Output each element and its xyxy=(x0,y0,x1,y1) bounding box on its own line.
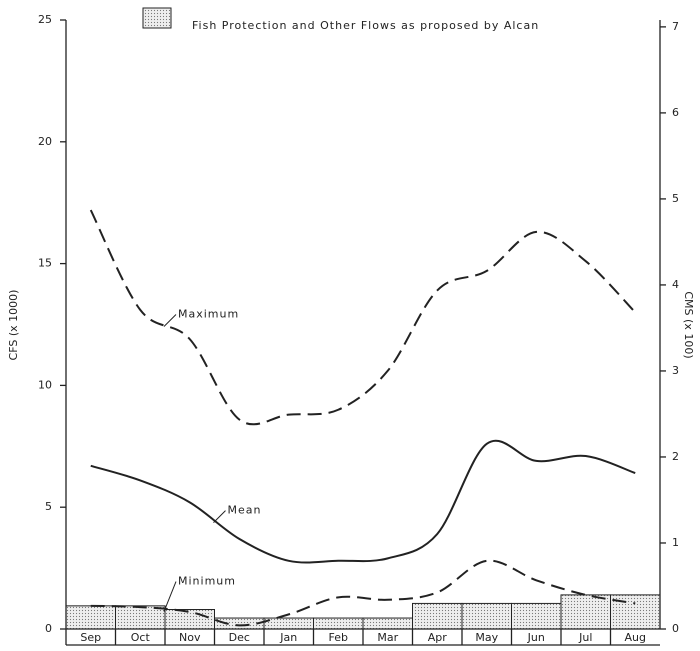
annotation-leader xyxy=(163,314,177,327)
y-tick-label: 20 xyxy=(38,135,52,148)
fish-flow-step xyxy=(263,617,314,630)
fish-flow-step xyxy=(164,609,215,630)
fish-flow-step xyxy=(511,602,562,630)
fish-flow-step xyxy=(115,605,166,630)
fish-flow-step xyxy=(65,605,116,630)
y-tick-label: 10 xyxy=(38,378,52,391)
y2-tick-label: 5 xyxy=(672,192,679,205)
series-label: Mean xyxy=(228,504,262,517)
fish-flow-step xyxy=(560,594,611,630)
legend-label: Fish Protection and Other Flows as propo… xyxy=(192,19,539,32)
x-tick-label: Sep xyxy=(80,631,101,644)
series-label: Maximum xyxy=(178,308,239,321)
fish-flow-step xyxy=(461,602,512,630)
y2-tick-label: 6 xyxy=(672,106,679,119)
x-tick-label: Aug xyxy=(625,631,646,644)
fish-flow-step xyxy=(313,617,364,630)
y2-tick-label: 0 xyxy=(672,622,679,635)
y-tick-label: 5 xyxy=(45,500,52,513)
x-tick-label: May xyxy=(475,631,498,644)
x-tick-label: Apr xyxy=(428,631,448,644)
annotation-leader xyxy=(213,510,226,523)
x-tick-label: Jul xyxy=(578,631,592,644)
x-tick-label: Oct xyxy=(131,631,151,644)
legend-swatch xyxy=(142,7,172,29)
y2-tick-label: 1 xyxy=(672,536,679,549)
y-tick-label: 0 xyxy=(45,622,52,635)
x-tick-label: Nov xyxy=(179,631,201,644)
x-tick-label: Jun xyxy=(527,631,545,644)
y2-tick-label: 4 xyxy=(672,278,679,291)
x-tick-label: Dec xyxy=(229,631,250,644)
series-label: Minimum xyxy=(178,575,236,588)
y-tick-label: 25 xyxy=(38,13,52,26)
y2-tick-label: 3 xyxy=(672,364,679,377)
y-axis-label: CFS (x 1000) xyxy=(7,290,20,361)
x-tick-label: Feb xyxy=(329,631,348,644)
y2-tick-label: 2 xyxy=(672,450,679,463)
y2-tick-label: 7 xyxy=(672,20,679,33)
fish-flow-step xyxy=(362,617,413,630)
series-line xyxy=(89,209,636,426)
x-tick-label: Jan xyxy=(279,631,297,644)
fish-flow-step xyxy=(412,602,463,630)
y-tick-label: 15 xyxy=(38,257,52,270)
x-tick-label: Mar xyxy=(377,631,398,644)
y2-axis-label: CMS (x 100) xyxy=(682,291,695,358)
series-line xyxy=(90,559,636,627)
annotation-leader xyxy=(163,581,177,612)
series-line xyxy=(90,439,636,564)
